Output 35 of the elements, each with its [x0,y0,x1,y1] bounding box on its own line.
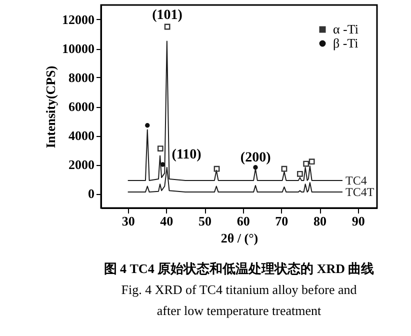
point [253,165,258,170]
point [297,170,303,177]
y-tick-label: 4000 [68,128,94,143]
x-tick-label: 50 [198,214,212,228]
x-tick-label: 80 [314,214,326,228]
y-tick-label: 12000 [62,12,94,27]
x-tick-label: 60 [236,214,250,228]
x-axis-title: 2θ / (°) [220,230,258,246]
y-tick-label: 2000 [68,157,94,172]
point [303,160,310,167]
point [145,123,150,128]
y-axis-title: Intensity(CPS) [43,66,58,148]
series-label: TC4T [346,185,375,200]
series-label: TC4 [346,173,367,188]
y-tick-label: 6000 [68,99,94,114]
point [281,166,288,172]
x-tick-label: 40 [160,214,174,228]
y-tick-label: 10000 [62,41,94,56]
point [160,162,166,167]
point [164,24,170,30]
annotation: (110) [172,147,202,162]
legend-label: β -Ti [333,36,359,50]
x-tick-label: 70 [275,214,288,228]
text: 图 4 TC4 原始状态和低温处理状态的 XRD 曲线 [104,261,374,276]
point [157,146,164,152]
legend-label: α -Ti [333,22,359,36]
annotation: (200) [240,150,272,166]
x-tick-label: 30 [122,214,135,228]
x-tick-label: 90 [352,214,365,228]
point [214,166,220,172]
text: Fig. 4 XRD of TC4 titanium alloy before and after low temperature treatment [121,282,358,318]
point [308,158,315,165]
y-tick-label: 0 [88,186,94,201]
annotation: (101) [152,8,183,24]
y-tick-label: 8000 [68,70,94,85]
